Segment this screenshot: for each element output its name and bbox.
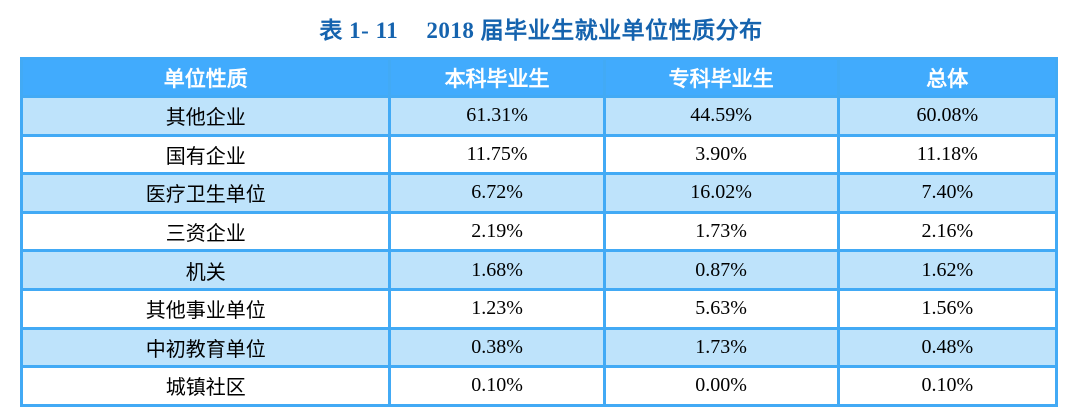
cell-undergraduate: 1.23% — [388, 287, 606, 330]
cell-unit: 机关 — [19, 249, 392, 291]
table-row: 城镇社区 0.10% 0.00% 0.10% — [19, 365, 1059, 407]
table-row: 其他事业单位 1.23% 5.63% 1.56% — [19, 287, 1059, 330]
cell-undergraduate: 11.75% — [388, 133, 606, 176]
column-header-junior-college: 专科毕业生 — [602, 57, 840, 98]
cell-junior-college: 5.63% — [602, 287, 840, 330]
cell-unit: 国有企业 — [19, 133, 392, 176]
cell-unit: 其他事业单位 — [19, 287, 392, 330]
cell-overall: 0.48% — [836, 326, 1059, 369]
table-row: 机关 1.68% 0.87% 1.62% — [19, 249, 1059, 291]
cell-unit: 城镇社区 — [19, 365, 392, 407]
cell-undergraduate: 0.38% — [388, 326, 606, 369]
cell-undergraduate: 0.10% — [388, 365, 606, 407]
cell-junior-college: 0.87% — [602, 249, 840, 291]
cell-unit: 其他企业 — [19, 95, 392, 137]
cell-overall: 7.40% — [836, 172, 1059, 214]
cell-undergraduate: 1.68% — [388, 249, 606, 291]
cell-junior-college: 0.00% — [602, 365, 840, 407]
cell-overall: 11.18% — [836, 133, 1059, 176]
table-row: 三资企业 2.19% 1.73% 2.16% — [19, 210, 1059, 253]
cell-undergraduate: 61.31% — [388, 95, 606, 137]
cell-undergraduate: 2.19% — [388, 210, 606, 253]
cell-overall: 1.62% — [836, 249, 1059, 291]
column-header-overall: 总体 — [836, 57, 1059, 98]
cell-unit: 医疗卫生单位 — [19, 172, 392, 214]
table-header: 单位性质 本科毕业生 专科毕业生 总体 — [19, 57, 1059, 98]
cell-unit: 三资企业 — [19, 210, 392, 253]
table-body: 其他企业 61.31% 44.59% 60.08% 国有企业 11.75% 3.… — [19, 95, 1059, 407]
cell-overall: 2.16% — [836, 210, 1059, 253]
employment-unit-distribution-table: 单位性质 本科毕业生 专科毕业生 总体 其他企业 61.31% 44.59% 6… — [19, 57, 1059, 407]
table-row: 国有企业 11.75% 3.90% 11.18% — [19, 133, 1059, 176]
table-row: 其他企业 61.31% 44.59% 60.08% — [19, 95, 1059, 137]
cell-junior-college: 3.90% — [602, 133, 840, 176]
cell-junior-college: 16.02% — [602, 172, 840, 214]
table-row: 中初教育单位 0.38% 1.73% 0.48% — [19, 326, 1059, 369]
column-header-undergraduate: 本科毕业生 — [388, 57, 606, 98]
column-header-unit: 单位性质 — [19, 57, 392, 98]
cell-junior-college: 1.73% — [602, 326, 840, 369]
cell-overall: 60.08% — [836, 95, 1059, 137]
cell-undergraduate: 6.72% — [388, 172, 606, 214]
table-title-text: 2018 届毕业生就业单位性质分布 — [426, 18, 763, 43]
cell-overall: 1.56% — [836, 287, 1059, 330]
table-caption: 表 1- 11 2018 届毕业生就业单位性质分布 — [0, 11, 1082, 45]
header-row: 单位性质 本科毕业生 专科毕业生 总体 — [19, 57, 1059, 98]
table-number: 表 1- 11 — [319, 18, 399, 43]
cell-unit: 中初教育单位 — [19, 326, 392, 369]
cell-junior-college: 1.73% — [602, 210, 840, 253]
cell-junior-college: 44.59% — [602, 95, 840, 137]
cell-overall: 0.10% — [836, 365, 1059, 407]
table-row: 医疗卫生单位 6.72% 16.02% 7.40% — [19, 172, 1059, 214]
